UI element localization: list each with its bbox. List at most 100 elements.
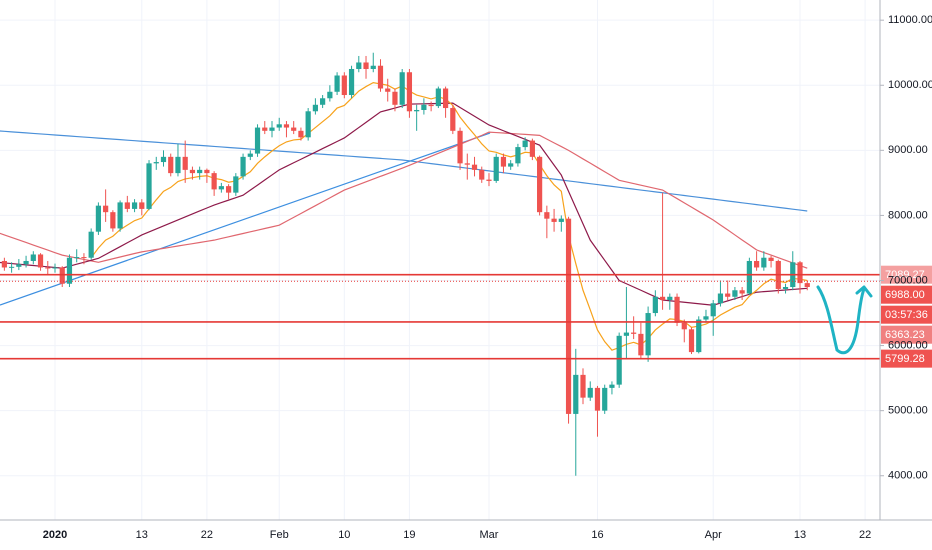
candle-body (197, 169, 203, 174)
candle-body (312, 104, 318, 112)
candle-body (732, 290, 738, 297)
moving-average (0, 130, 808, 212)
candle-body (81, 257, 87, 259)
candle-body (30, 254, 36, 261)
candle-body (262, 127, 268, 131)
candle-body (739, 290, 745, 294)
candle-body (623, 332, 630, 336)
candle-body (139, 202, 145, 209)
candle-body (609, 384, 615, 388)
candle-body (283, 124, 290, 128)
x-tick-label: 22 (859, 529, 871, 541)
price-tag: 7089.27 (885, 269, 925, 281)
candle-body (515, 147, 521, 164)
y-tick-label: 11000.00 (888, 14, 932, 26)
y-tick-label: 7000.00 (888, 274, 928, 286)
candle-body (688, 329, 695, 353)
candle-body (52, 267, 58, 269)
candle-body (204, 169, 210, 174)
price-levels: 7089.27 6988.00 03:57:36 6363.23 5799.28 (0, 265, 932, 368)
price-tag-bg (881, 325, 932, 344)
candle-body (95, 205, 102, 232)
candle-body (59, 267, 65, 284)
candle-body (508, 163, 514, 167)
candle-body (45, 267, 51, 269)
candle-body (645, 313, 651, 356)
price-tag-bg (881, 265, 932, 284)
candle-body (573, 374, 579, 414)
candle-body (558, 218, 564, 222)
y-tick-label: 4000.00 (888, 470, 928, 482)
candle-body (797, 262, 803, 284)
candle-body (399, 72, 405, 105)
candle-body (9, 266, 15, 268)
candle-body (710, 303, 716, 317)
candle-body (305, 111, 311, 138)
candle-body (23, 260, 29, 265)
candle-body (370, 65, 376, 69)
candle-body (435, 88, 441, 107)
candle-body (240, 156, 246, 177)
candle-body (703, 316, 709, 320)
moving-average (90, 82, 808, 351)
price-tag-bg (881, 285, 932, 304)
x-tick-label: Apr (705, 529, 722, 541)
candle-body (276, 124, 282, 128)
candle-body (1, 260, 7, 268)
candle-body (225, 186, 232, 193)
moving-average (0, 131, 808, 269)
trend-line (0, 132, 491, 306)
x-tick-label: 10 (338, 529, 350, 541)
candle-body (652, 296, 658, 314)
candle-body (160, 156, 167, 163)
x-tick-label: 22 (201, 529, 213, 541)
y-tick-label: 6000.00 (888, 339, 928, 351)
hand-drawing (816, 285, 866, 355)
candle-body (500, 156, 507, 167)
candle-body (16, 264, 22, 267)
axes: 4000.00 5000.00 6000.00 7000.00 8000.00 9000.… (43, 14, 932, 541)
candle-body (602, 387, 608, 411)
candle-body (168, 156, 174, 174)
candle-body (486, 179, 492, 181)
candle-body (565, 218, 572, 414)
candle-body (804, 283, 810, 288)
candle-body (348, 68, 355, 96)
candle-body (696, 319, 702, 353)
candle-body (631, 332, 637, 334)
candle-body (717, 293, 724, 304)
candle-body (725, 293, 731, 297)
candle-body (37, 254, 44, 268)
candle-body (103, 205, 109, 213)
x-tick-label: 13 (136, 529, 148, 541)
price-tag: 5799.28 (885, 353, 925, 365)
candle-body (88, 231, 94, 258)
price-tag: 6988.00 (885, 289, 925, 301)
x-tick-label: 19 (403, 529, 415, 541)
y-tick-label: 5000.00 (888, 405, 928, 417)
candle-body (131, 202, 138, 209)
candle-body (182, 156, 188, 170)
candle-body (428, 104, 434, 107)
candle-body (291, 127, 297, 131)
candle-body (638, 333, 644, 356)
countdown-tag: 03:57:36 (885, 309, 928, 321)
candle-body (464, 163, 470, 165)
candle-body (754, 260, 760, 268)
candle-body (74, 257, 80, 259)
candle-body (421, 104, 427, 110)
candle-body (254, 127, 261, 154)
x-tick-label: 13 (794, 529, 806, 541)
candle-body (175, 156, 181, 174)
candle-body (450, 108, 456, 131)
candle-body (442, 88, 449, 109)
grid (0, 0, 880, 520)
candle-body (551, 218, 557, 222)
candle-body (269, 127, 275, 131)
candle-body (529, 140, 535, 157)
candle-body (110, 212, 116, 229)
x-tick-label: Feb (270, 529, 289, 541)
candle-body (667, 296, 673, 301)
candle-body (146, 163, 152, 209)
